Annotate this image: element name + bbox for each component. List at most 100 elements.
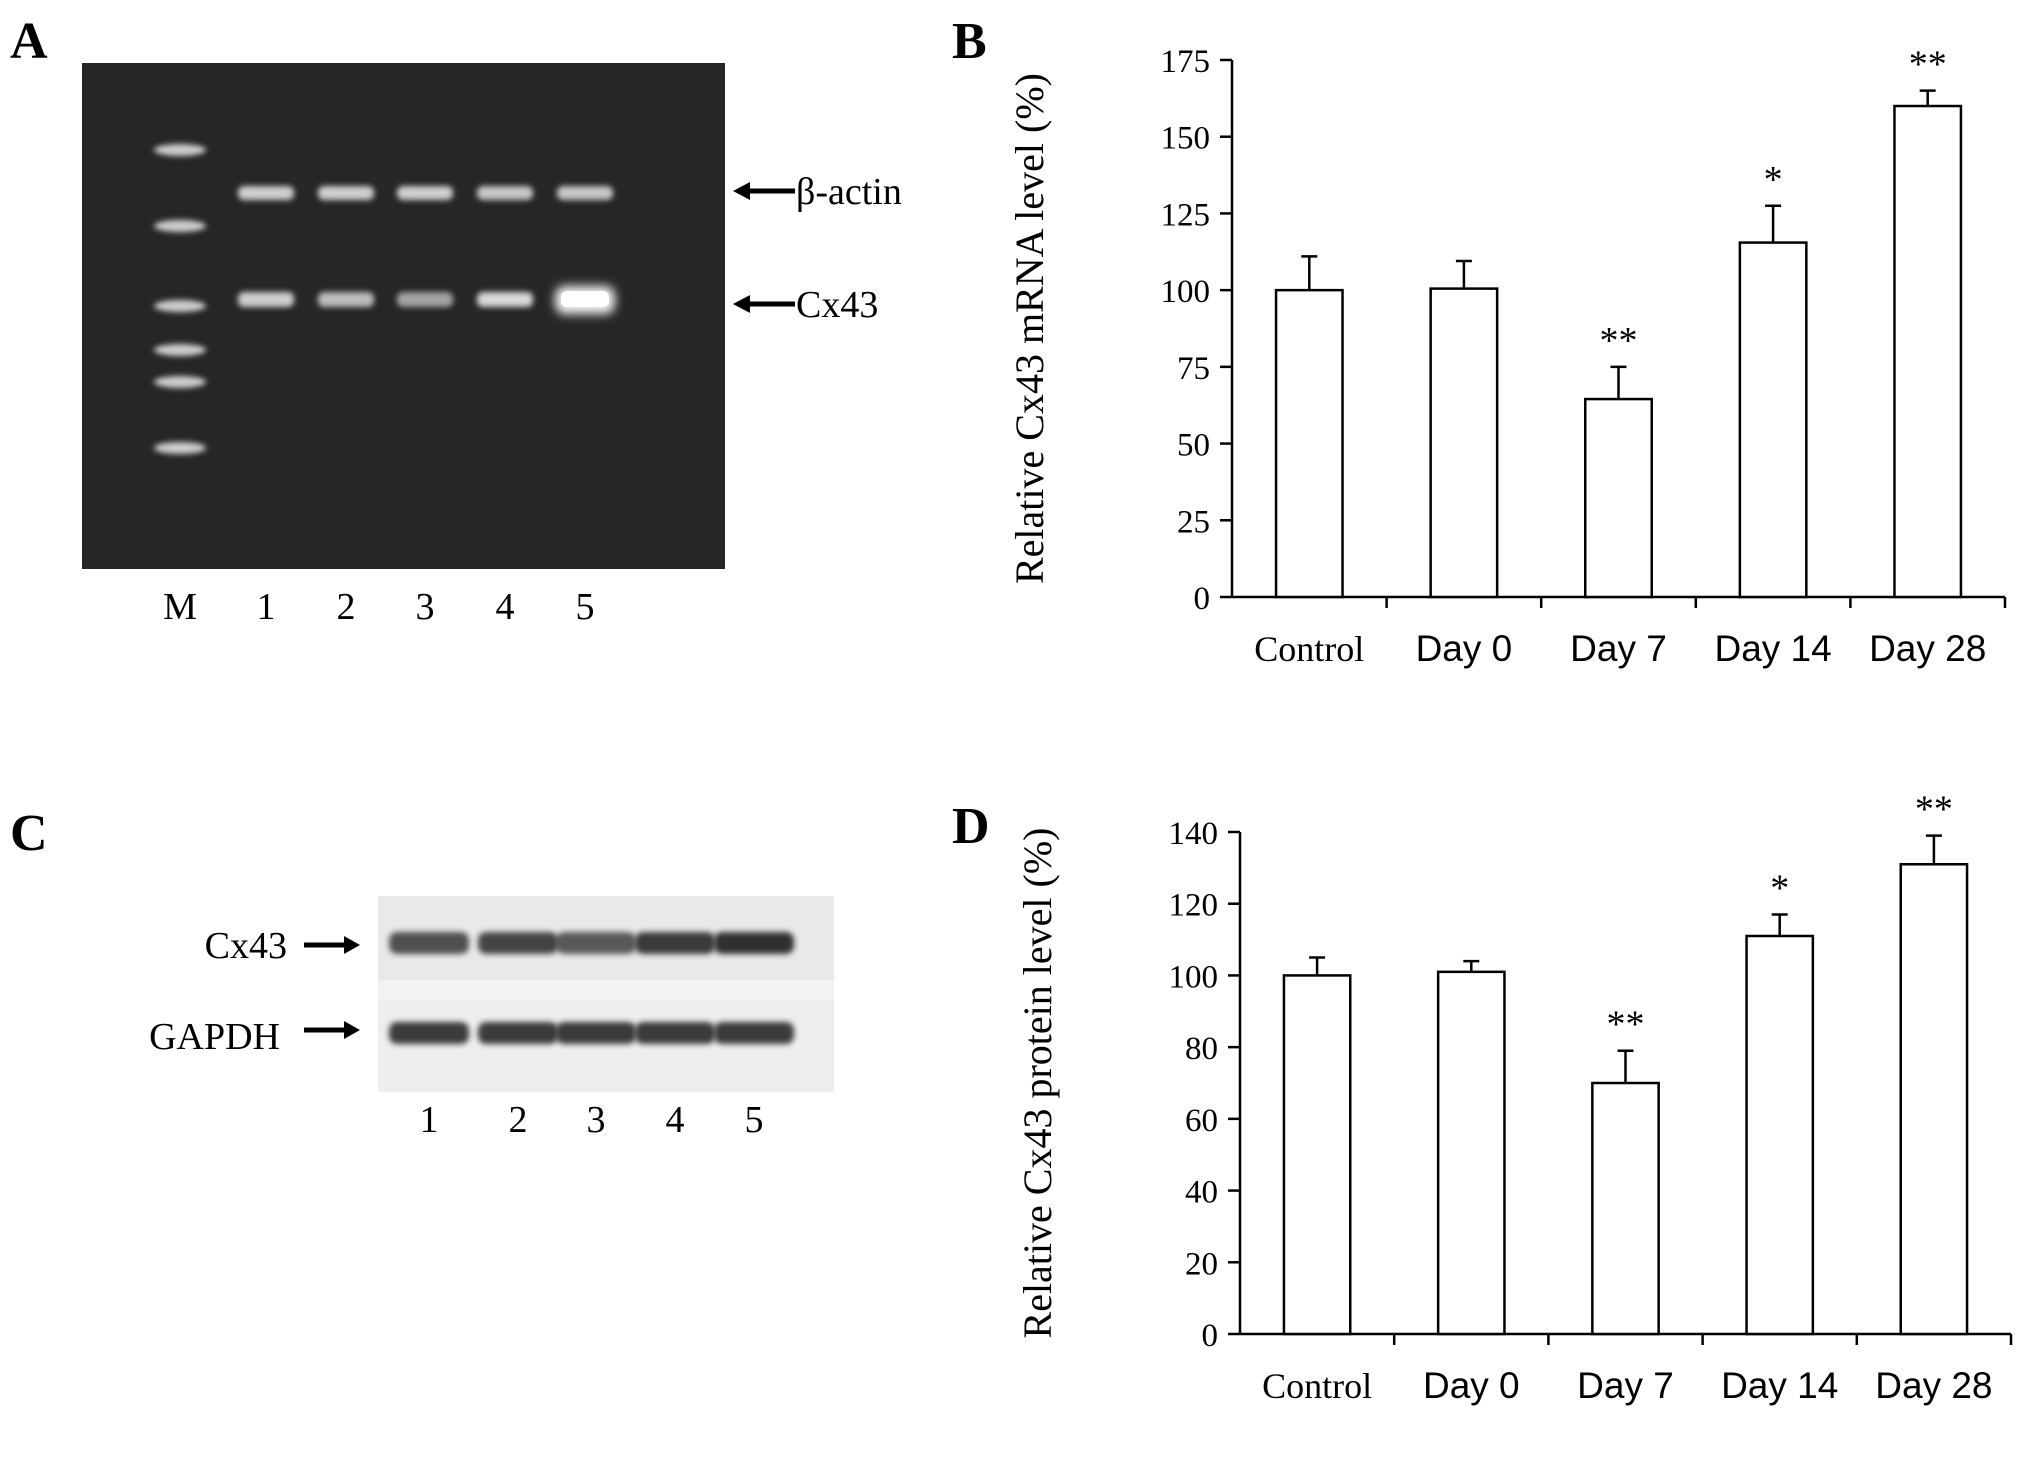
blot-gapdh-band [478,1022,558,1044]
chart-b: 0 25 50 75 100 125 150 175 Relative Cx43 mRNA le… [1007,44,2007,669]
category-label: Day 14 [1721,1365,1838,1406]
significance-marker: ** [1600,320,1638,362]
blot-gapdh-band [635,1022,715,1044]
y-tick-label: 125 [1161,197,1211,233]
y-tick-label: 120 [1169,888,1219,924]
category-label: Control [1254,629,1364,669]
ladder-band [154,442,206,454]
significance-marker: ** [1607,1004,1645,1046]
significance-marker: ** [1915,789,1953,831]
significance-marker: * [1770,867,1789,909]
y-axis-label: Relative Cx43 mRNA level (%) [1007,73,1052,584]
ladder-band [154,300,206,312]
y-tick-label: 0 [1202,1318,1219,1354]
blot-lane-labels: 1 2 3 4 5 [420,1099,764,1141]
cx43-label-c: Cx43 [205,925,287,967]
beta-actin-band [318,186,374,200]
significance-marker: ** [1909,44,1947,86]
blot-gapdh-band [556,1022,636,1044]
bar [1899,863,1969,1336]
blot-cx43-band [389,932,469,954]
blot-lane-label: 3 [587,1099,606,1141]
cx43-label-a: Cx43 [796,284,878,326]
bar [1282,974,1352,1336]
category-label: Day 28 [1875,1365,1992,1406]
y-tick-label: 100 [1169,959,1219,995]
gel-image [82,63,725,569]
blot-lane-label: 1 [420,1099,439,1141]
gapdh-label: GAPDH [149,1016,280,1058]
bar [1745,934,1815,1336]
cx43-arrow-a [733,295,795,313]
blot-lane-label: 5 [745,1099,764,1141]
y-tick-label: 75 [1177,351,1210,387]
blot-lane-label: 2 [509,1099,528,1141]
y-tick-label: 60 [1185,1103,1218,1139]
panel-a-letter: A [10,13,48,70]
beta-actin-band [477,186,533,200]
panel-c: C Cx43 GAPDH 1 2 3 4 5 [10,805,834,1141]
blot-cx43-band [556,932,636,954]
gel-lane-label: 2 [337,586,356,628]
chart-d: 0 20 40 60 80 100 120 140 Relative Cx43 protein … [1015,789,2013,1406]
blot-bands [389,932,794,1044]
beta-actin-arrow [733,182,795,200]
y-tick-label: 20 [1185,1246,1218,1282]
bar [1274,288,1344,599]
cx43-band-core [561,291,609,307]
category-label: Day 28 [1869,628,1986,669]
blot-strip-bottom [378,1000,834,1092]
blot-cx43-band [635,932,715,954]
bar [1591,1081,1660,1336]
bar [1738,241,1808,599]
category-label: Day 7 [1570,628,1667,669]
panel-b-letter: B [952,13,987,70]
y-tick-label: 100 [1161,274,1211,310]
y-tick-label: 175 [1161,44,1211,80]
beta-actin-band [238,186,294,200]
category-label: Day 7 [1577,1365,1674,1406]
cx43-band [238,292,294,307]
panel-d-letter: D [952,798,990,855]
bar [1584,397,1653,599]
cx43-band [318,292,374,307]
ladder-band [154,344,206,356]
gel-lane-label: 1 [257,586,276,628]
bar [1893,104,1963,599]
significance-marker: * [1764,159,1783,201]
ladder-band [154,220,206,232]
category-label: Day 0 [1423,1365,1520,1406]
y-tick-label: 50 [1177,428,1210,464]
gel-lane-label: 3 [416,586,435,628]
blot-lane-label: 4 [666,1099,685,1141]
category-label: Day 14 [1714,628,1831,669]
category-label: Day 0 [1416,628,1513,669]
beta-actin-band [397,186,453,200]
gel-bands [154,144,615,454]
ladder-band [154,144,206,156]
category-label: Control [1262,1366,1372,1406]
gel-lane-label: 4 [496,586,515,628]
y-tick-label: 140 [1169,816,1219,852]
y-tick-label: 80 [1185,1031,1218,1067]
beta-actin-label: β-actin [796,171,902,213]
y-tick-label: 150 [1161,121,1211,157]
blot-cx43-band [714,932,794,954]
cx43-band [477,292,533,307]
panel-a: A β-actin Cx43 M 1 2 3 4 5 [10,13,902,628]
gel-lane-label-m: M [163,586,197,628]
gel-lane-labels: M 1 2 3 4 5 [163,586,594,628]
beta-actin-band [557,186,613,200]
gel-lane-label: 5 [576,586,595,628]
panel-c-letter: C [10,805,48,862]
bar [1429,287,1499,599]
y-axis-label: Relative Cx43 protein level (%) [1015,828,1060,1339]
y-tick-label: 40 [1185,1175,1218,1211]
bar [1436,970,1506,1336]
cx43-arrow-c [304,936,360,954]
blot-gapdh-band [389,1022,469,1044]
blot-cx43-band [478,932,558,954]
y-tick-label: 0 [1194,581,1211,617]
cx43-band [397,292,453,307]
